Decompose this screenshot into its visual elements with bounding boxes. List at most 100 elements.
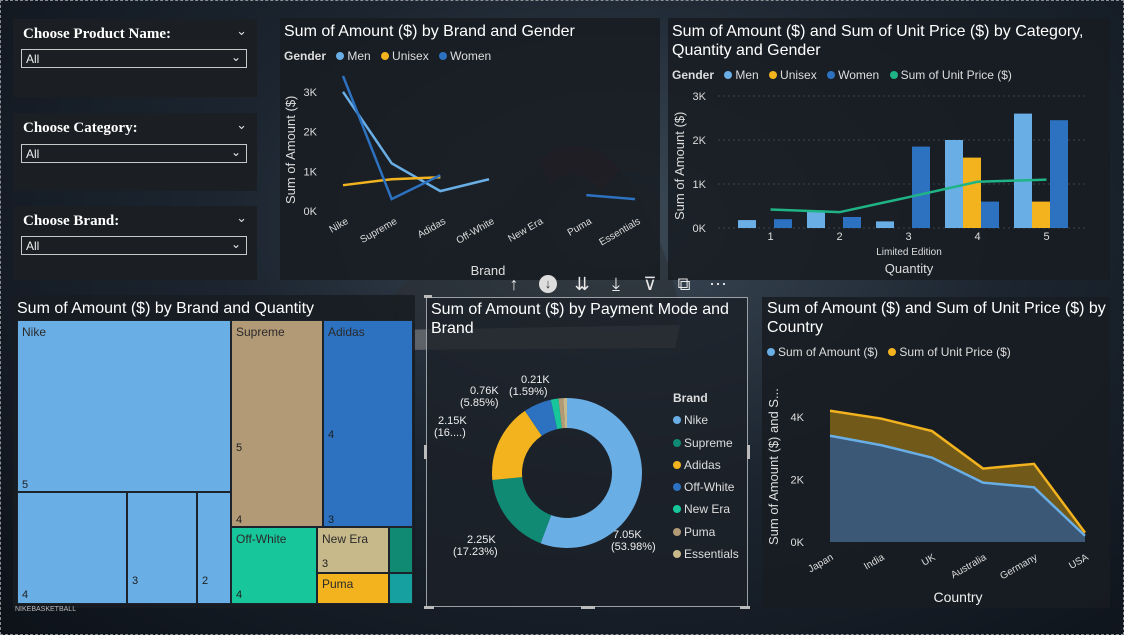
donut-slice-nike (540, 398, 642, 548)
watermark-text: NIKEBASKETBALL (15, 606, 77, 613)
legend-item: Men (735, 68, 759, 82)
bar-men (738, 220, 756, 228)
amount-line (829, 434, 1086, 537)
product-slicer-title: Choose Product Name: (23, 26, 172, 42)
y-tick-label: 2K (304, 127, 318, 139)
legend-item: Off-White (684, 480, 735, 495)
product-slicer[interactable]: Choose Product Name: ⌄ All ⌄ (13, 19, 257, 97)
chart-legend: Sum of Amount ($) Sum of Unit Price ($) (762, 345, 1011, 359)
y-tick-label: 1K (693, 179, 707, 191)
legend-item: Sum of Unit Price ($) (899, 345, 1011, 359)
category-dropdown-value: All (26, 147, 40, 161)
y-tick-label: 1K (304, 166, 318, 178)
legend-item: Supreme (684, 435, 733, 450)
drill-down-icon[interactable]: ↓ (534, 270, 562, 298)
chevron-down-icon: ⌄ (230, 50, 241, 64)
y-tick-label: 3K (693, 91, 707, 103)
resize-handle[interactable] (740, 606, 750, 609)
unit-price-line (770, 178, 1047, 214)
donut-plot: 0.21K (1.59%) 0.76K (5.85%) 2.15K (16...… (434, 374, 656, 558)
bar-unisex (963, 157, 981, 228)
y-tick-label: 0K (791, 537, 805, 549)
country-area-chart[interactable]: Sum of Amount ($) and Sum of Unit Price … (762, 297, 1110, 608)
category-dropdown[interactable]: All ⌄ (21, 144, 247, 163)
brand-dropdown[interactable]: All ⌄ (21, 236, 247, 255)
unit-price-area (830, 410, 1085, 536)
x-axis-label: Brand (471, 263, 506, 278)
resize-handle[interactable] (424, 606, 434, 609)
y-axis-label: Sum of Amount ($) (283, 96, 298, 204)
treemap-value: 5 (236, 442, 243, 454)
legend-title: Gender (672, 68, 715, 82)
bar-men (945, 140, 963, 228)
focus-mode-icon[interactable]: ⧉ (677, 273, 691, 294)
category-slicer[interactable]: Choose Category: ⌄ All ⌄ (13, 113, 257, 191)
expand-next-level-icon[interactable]: ⤓ (612, 273, 620, 294)
treemap-cell-newera[interactable]: New Era 3 (317, 527, 389, 573)
chart-legend: Gender Men Unisex Women Sum of Unit Pric… (672, 68, 1012, 82)
chart-legend: Gender Men Unisex Women (284, 49, 491, 63)
drill-up-icon[interactable]: ↑ (509, 273, 519, 294)
area-plot: Sum of Amount ($) and S... Country 0K 2K 4… (766, 388, 1091, 605)
data-label: 7.05K (613, 529, 642, 541)
expand-all-icon[interactable]: ⇊ (574, 273, 590, 294)
treemap-cell-nike-4[interactable]: 4 (17, 492, 127, 604)
x-tick-label: USA (1067, 552, 1091, 572)
chevron-down-icon[interactable]: ⌄ (236, 210, 247, 225)
y-tick-label: 0K (693, 223, 707, 235)
filter-icon[interactable]: ⊽ (643, 273, 657, 294)
category-slicer-title: Choose Category: (23, 120, 138, 136)
chevron-down-icon: ⌄ (230, 237, 241, 251)
x-tick-label: 4 (974, 231, 980, 243)
unit-price-line (829, 409, 1087, 534)
bar-unisex (1032, 201, 1050, 228)
treemap-cell-nike-2[interactable]: 2 (197, 492, 231, 604)
treemap-cell-nike[interactable]: Nike 5 (17, 320, 231, 492)
donut-slice-supreme (492, 477, 552, 544)
brand-gender-line-chart[interactable]: Sum of Amount ($) by Brand and Gender Ge… (280, 18, 660, 280)
x-tick-label: Supreme (359, 216, 400, 246)
treemap-cell-adidas[interactable]: Adidas 4 3 (323, 320, 413, 527)
resize-handle[interactable] (424, 445, 427, 459)
product-dropdown[interactable]: All ⌄ (21, 49, 247, 68)
donut-slice-essentials (563, 398, 567, 429)
treemap-cell-nike-3[interactable]: 3 (127, 492, 197, 604)
legend-item: Men (347, 49, 371, 63)
chevron-down-icon[interactable]: ⌄ (236, 117, 247, 132)
resize-handle[interactable] (424, 295, 432, 298)
treemap-cell-puma[interactable]: Puma (317, 573, 389, 604)
donut-slice-off-white (524, 399, 558, 436)
series-line-women (341, 75, 441, 201)
treemap-label: Puma (322, 577, 354, 591)
brand-dropdown-value: All (26, 239, 40, 253)
treemap-cell-small[interactable] (389, 573, 413, 604)
chart-title: Sum of Amount ($) and Sum of Unit Price … (672, 23, 1084, 59)
bar-women (1050, 120, 1068, 228)
data-label: (16....) (434, 427, 466, 439)
chevron-down-icon[interactable]: ⌄ (236, 23, 247, 38)
resize-handle[interactable] (747, 445, 750, 459)
data-label: 0.76K (470, 385, 499, 397)
chevron-down-icon: ⌄ (230, 145, 241, 159)
treemap-cell-supreme[interactable]: Supreme 5 4 (231, 320, 323, 527)
payment-brand-donut-chart[interactable]: Sum of Amount ($) by Payment Mode and Br… (424, 295, 750, 609)
data-label: 0.21K (521, 374, 550, 386)
brand-slicer[interactable]: Choose Brand: ⌄ All ⌄ (13, 206, 257, 280)
product-dropdown-value: All (26, 52, 40, 66)
category-quantity-combo-chart[interactable]: Sum of Amount ($) and Sum of Unit Price … (668, 18, 1110, 280)
bar-women (843, 217, 861, 228)
treemap-label: New Era (322, 532, 369, 546)
brand-quantity-treemap[interactable]: Sum of Amount ($) by Brand and Quantity … (13, 295, 415, 613)
amount-area (830, 435, 1085, 542)
series-line-unisex (342, 175, 441, 187)
treemap-cell-offwhite[interactable]: Off-White 4 (231, 527, 317, 604)
treemap-cell-small[interactable] (389, 527, 413, 573)
donut-slice-adidas (492, 410, 542, 480)
treemap-label: Adidas (328, 325, 365, 339)
combo-plot: Sum of Amount ($) Limited Edition Quanti… (672, 91, 1088, 276)
more-options-icon[interactable]: ⋯ (709, 273, 727, 294)
resize-handle[interactable] (581, 606, 595, 609)
chart-title: Sum of Amount ($) by Payment Mode and Br… (431, 301, 729, 337)
x-tick-label: 5 (1043, 231, 1049, 243)
x-tick-label: Essentials (598, 216, 643, 248)
